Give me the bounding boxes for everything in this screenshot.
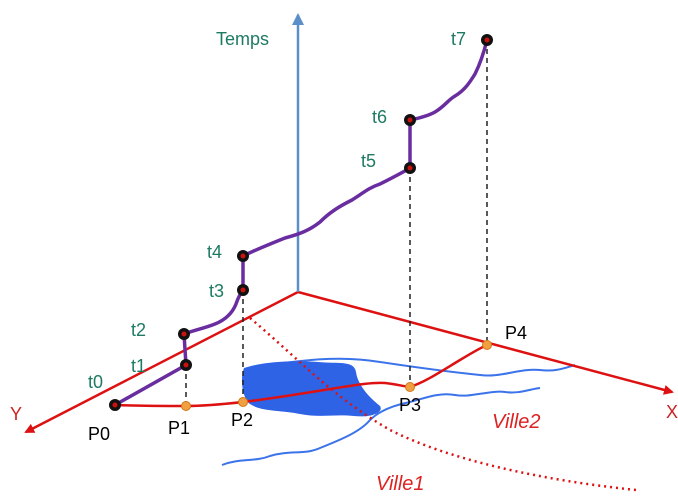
marker-p2 bbox=[238, 397, 248, 407]
x-axis-label: X bbox=[666, 402, 678, 422]
label-t1: t1 bbox=[131, 356, 146, 376]
y-axis-label: Y bbox=[10, 404, 22, 424]
marker-p3 bbox=[405, 382, 415, 392]
label-t6: t6 bbox=[372, 107, 387, 127]
river bbox=[249, 357, 576, 377]
marker-p1 bbox=[181, 401, 191, 411]
label-p4: P4 bbox=[505, 323, 527, 343]
marker-p4 bbox=[482, 340, 492, 350]
label-t2: t2 bbox=[131, 320, 146, 340]
label-t7: t7 bbox=[451, 29, 466, 49]
label-t5: t5 bbox=[361, 151, 376, 171]
time-axis-label: Temps bbox=[216, 29, 269, 49]
lake bbox=[242, 361, 381, 417]
label-p0: P0 bbox=[88, 424, 110, 444]
label-p2: P2 bbox=[231, 410, 253, 430]
label-t0: t0 bbox=[88, 372, 103, 392]
trajectory bbox=[114, 39, 489, 407]
label-t3: t3 bbox=[209, 281, 224, 301]
label-t4: t4 bbox=[207, 242, 222, 262]
label-ville2: Ville2 bbox=[492, 411, 541, 433]
river-lower bbox=[221, 387, 541, 466]
label-p1: P1 bbox=[168, 418, 190, 438]
label-p3: P3 bbox=[399, 395, 421, 415]
ville1-boundary bbox=[249, 317, 637, 492]
label-ville1: Ville1 bbox=[376, 473, 425, 494]
time-markers bbox=[109, 34, 493, 411]
y-axis bbox=[24, 290, 299, 434]
point-markers bbox=[181, 340, 492, 411]
